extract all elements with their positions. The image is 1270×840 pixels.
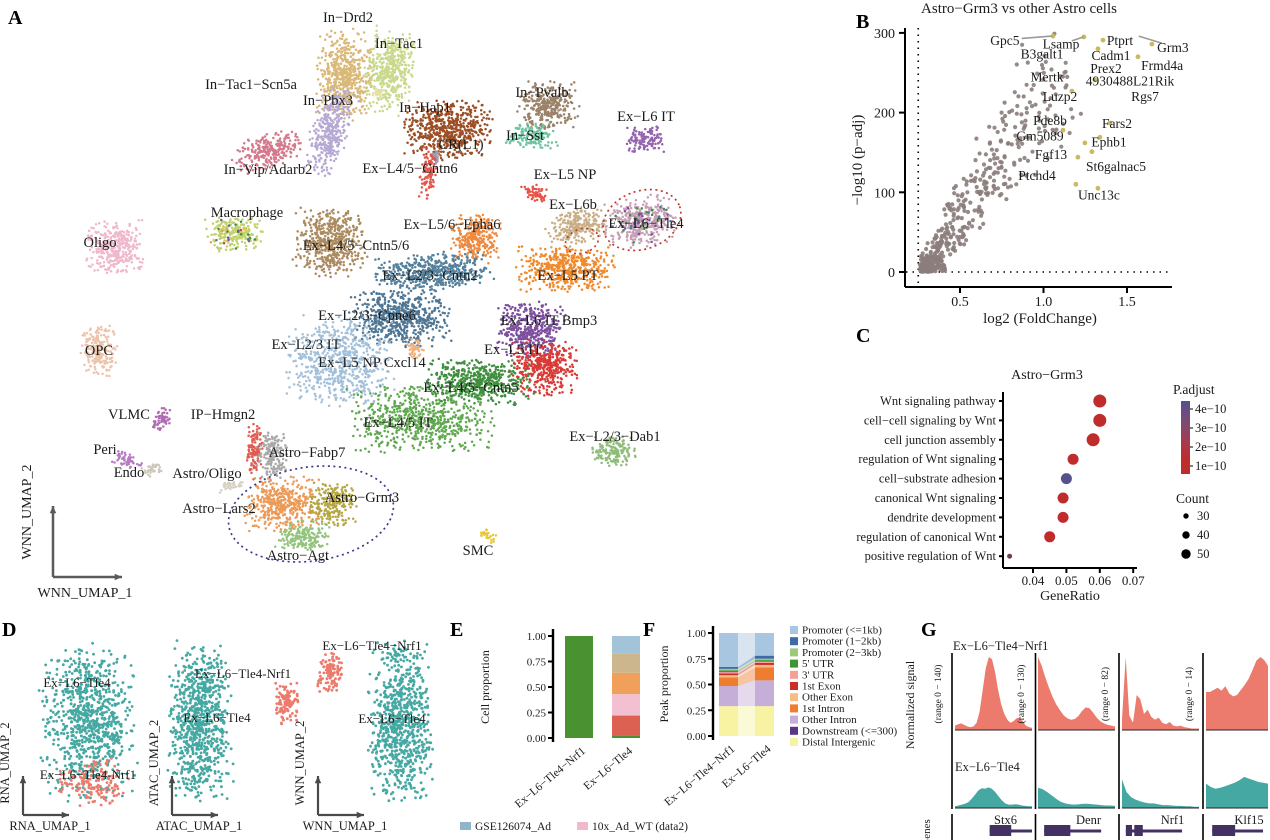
panel-b-volcano: Astro−Grm3 vs other Astro cells−log10 (p…	[850, 1, 1189, 327]
panel-d-umaps: Ex−L6−Tle4Ex−L6−Tle4-Nrf1RNA_UMAP_1RNA_U…	[0, 638, 434, 833]
panel-letter-c: C	[856, 325, 871, 347]
panel-letter-d: D	[2, 619, 17, 641]
panel-letter-a: A	[8, 7, 23, 29]
panel-letter-b: B	[856, 11, 870, 33]
panel-letter-e: E	[450, 619, 464, 641]
panel-letter-f: F	[643, 619, 656, 641]
panel-letter-g: G	[921, 619, 937, 641]
